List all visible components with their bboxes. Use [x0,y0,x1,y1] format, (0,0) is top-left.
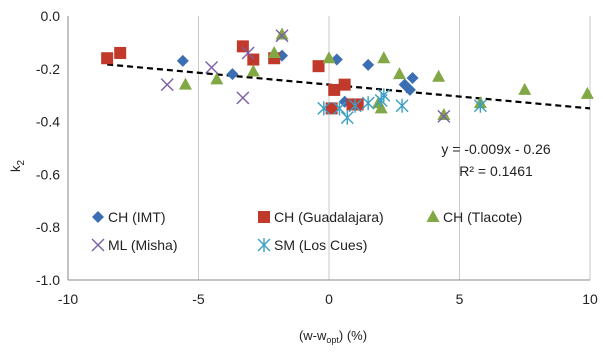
data-point [332,101,346,116]
legend-label: SM (Los Cues) [274,237,367,253]
x-tick-label: -10 [58,291,78,307]
x-tick-label: 5 [456,291,464,307]
data-point [176,54,189,67]
y-axis-label: k2 [8,160,27,173]
data-point [361,96,375,111]
y-tick-label: -0.6 [36,166,60,182]
trendline-equation: y = -0.009x - 0.26 [441,141,551,157]
data-point [114,46,127,59]
data-point [338,78,351,91]
data-point [241,46,255,60]
legend-label: CH (IMT) [108,209,166,225]
data-point [406,72,419,85]
data-point [101,52,114,65]
data-point [275,29,289,43]
x-axis-label-sub: opt [326,335,339,345]
data-points [101,27,594,125]
data-point [236,91,250,105]
tick-labels: 0.0 -0.2 -0.4 -0.6 -0.8 -1.0 -10 -5 0 5 10 [36,8,598,307]
legend-item: CH (Tlacote) [426,209,522,225]
legend-label: ML (Misha) [108,237,178,253]
legend-item: CH (Guadalajara) [258,209,384,225]
y-tick-label: -1.0 [36,272,60,288]
data-point [325,102,338,115]
y-tick-label: -0.2 [36,61,60,77]
data-point [267,45,281,58]
data-point [210,72,224,85]
data-point [403,83,416,96]
y-axis-label-main: k [8,165,23,172]
x-axis-label-tail: ) (%) [339,328,367,343]
data-point [246,64,260,77]
x-axis-label-main: (w-w [299,328,327,343]
data-point [473,98,487,113]
legend-item: SM (Los Cues) [257,237,367,253]
legend-marker [91,238,105,252]
data-point [317,101,331,116]
x-tick-label: 0 [325,291,333,307]
data-point [518,82,532,95]
data-point [205,60,219,74]
x-tick-label: 10 [582,291,598,307]
x-axis-label: (w-wopt) (%) [299,328,367,345]
data-point [340,110,354,125]
data-point [247,53,260,66]
data-point [178,77,192,90]
data-point [226,68,239,81]
plot-frame [67,16,590,281]
legend: CH (IMT) CH (Guadalajara) CH (Tlacote) ML (… [91,209,522,253]
legend-item: CH (IMT) [92,209,166,225]
data-point [377,51,391,64]
data-point [432,69,446,82]
data-point [437,109,451,123]
x-tick-label: -5 [192,291,205,307]
data-point [328,83,341,96]
legend-item: ML (Misha) [91,237,178,253]
data-point [392,67,406,80]
data-point [580,86,594,99]
legend-label: CH (Guadalajara) [274,209,384,225]
y-tick-label: 0.0 [41,8,61,24]
legend-marker [257,238,271,252]
data-point [236,40,249,53]
data-point [322,51,336,64]
data-point [348,98,362,113]
data-point [362,58,375,71]
data-point [377,88,391,103]
data-point [395,98,409,113]
legend-marker [258,211,270,223]
data-point [312,60,325,73]
legend-marker [92,211,104,223]
y-tick-label: -0.8 [36,219,60,235]
data-point [160,78,174,92]
data-point [437,108,451,120]
trendline-r-squared: R² = 0.1461 [459,163,533,179]
legend-marker [426,210,440,222]
data-point [275,27,289,40]
legend-label: CH (Tlacote) [443,209,522,225]
y-axis-label-sub: 2 [16,160,27,166]
y-tick-label: -0.4 [36,114,60,130]
